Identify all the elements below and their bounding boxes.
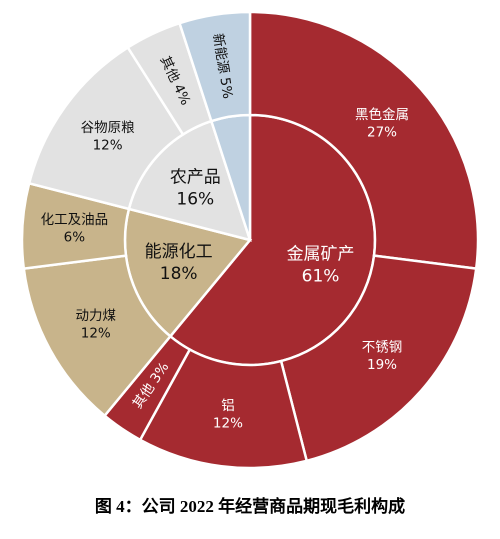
category-label: 新能源 xyxy=(209,32,231,75)
value-label: 12% xyxy=(213,415,243,431)
value-label: 12% xyxy=(93,137,123,153)
category-label: 能源化工 xyxy=(145,242,213,262)
category-label: 黑色金属 xyxy=(355,106,409,123)
value-label: 61% xyxy=(302,266,340,286)
outer-segment xyxy=(248,10,480,270)
segment-label: 新能源5% xyxy=(209,32,235,100)
value-label: 5% xyxy=(216,76,235,100)
category-label: 农产品 xyxy=(170,168,221,188)
label-group: 新能源5% xyxy=(209,32,235,100)
outer-segment xyxy=(279,254,478,463)
value-label: 16% xyxy=(176,190,214,210)
value-label: 12% xyxy=(81,326,111,342)
category-label: 铝 xyxy=(221,398,235,414)
category-label: 谷物原粮 xyxy=(81,120,135,136)
value-label: 6% xyxy=(64,230,86,246)
value-label: 19% xyxy=(367,357,397,373)
category-label: 不锈钢 xyxy=(362,340,403,356)
caption: 图 4：公司 2022 年经营商品期现毛利构成 xyxy=(95,496,405,516)
category-label: 动力煤 xyxy=(76,308,117,324)
value-label: 27% xyxy=(367,124,397,140)
category-label: 金属矿产 xyxy=(287,244,355,264)
outer-segment xyxy=(177,10,252,123)
category-label: 化工及油品 xyxy=(41,212,109,228)
value-label: 18% xyxy=(160,264,198,284)
